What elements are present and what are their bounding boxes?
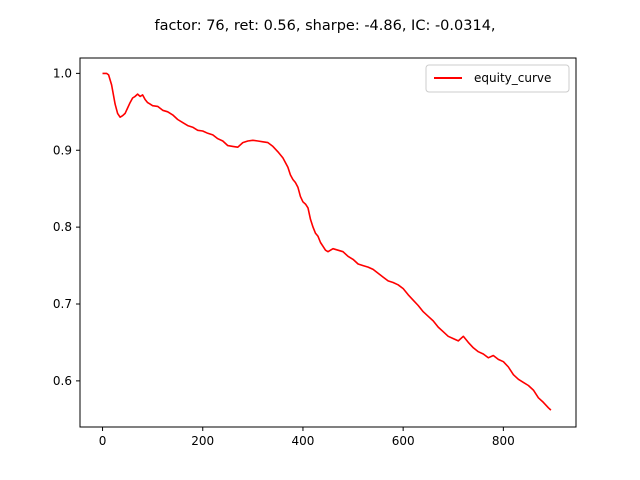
y-tick-label: 0.9 bbox=[53, 143, 72, 157]
y-axis: 0.6 0.7 0.8 0.9 1.0 bbox=[53, 66, 80, 388]
x-axis: 0 200 400 600 800 bbox=[99, 427, 515, 448]
series-layer bbox=[102, 72, 552, 411]
y-tick-label: 1.0 bbox=[53, 66, 72, 80]
x-tick-label: 400 bbox=[291, 434, 314, 448]
legend: equity_curve bbox=[425, 64, 570, 93]
y-tick-label: 0.6 bbox=[53, 374, 72, 388]
equity-curve-line bbox=[102, 72, 552, 411]
x-tick-label: 800 bbox=[492, 434, 515, 448]
legend-label: equity_curve bbox=[474, 71, 551, 85]
y-tick-label: 0.7 bbox=[53, 297, 72, 311]
x-tick-label: 200 bbox=[191, 434, 214, 448]
chart-title: factor: 76, ret: 0.56, sharpe: -4.86, IC… bbox=[154, 18, 495, 34]
y-tick-label: 0.8 bbox=[53, 220, 72, 234]
legend-box bbox=[425, 64, 570, 93]
x-tick-label: 600 bbox=[392, 434, 415, 448]
axes-frame bbox=[79, 57, 577, 428]
x-tick-label: 0 bbox=[99, 434, 107, 448]
plot-area: 0 200 400 600 800 0.6 0.7 0.8 0.9 1.0 bbox=[53, 57, 577, 448]
